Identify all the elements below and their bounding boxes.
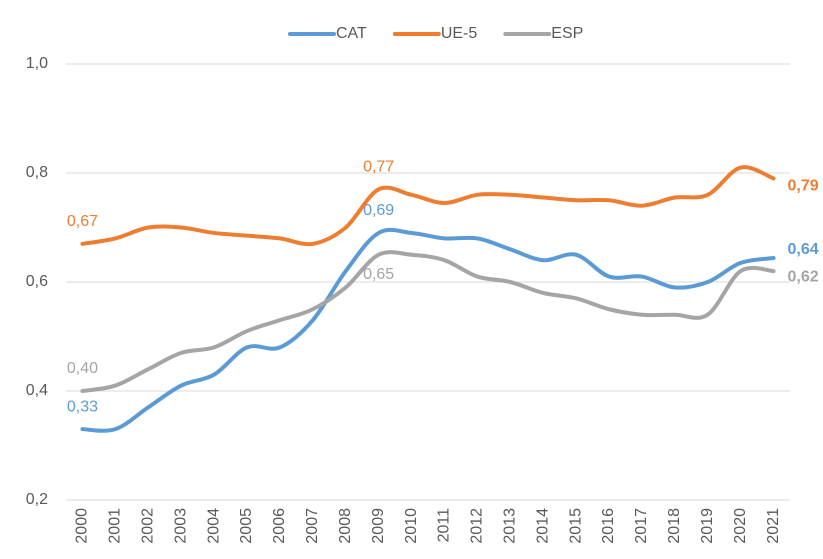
legend-label: UE-5	[441, 25, 478, 42]
x-tick-label: 2001	[107, 508, 124, 544]
x-tick-label: 2015	[567, 508, 584, 544]
series-line	[80, 250, 776, 393]
data-label: 0,69	[363, 202, 394, 219]
legend-label: CAT	[336, 25, 367, 42]
series-line	[80, 165, 776, 247]
y-tick-label: 0,2	[26, 491, 48, 508]
y-tick-label: 0,6	[26, 273, 48, 290]
data-label: 0,62	[788, 268, 819, 285]
data-label: 0,77	[363, 159, 394, 176]
y-tick-label: 0,8	[26, 164, 48, 181]
x-tick-label: 2013	[501, 508, 518, 544]
x-tick-label: 2017	[633, 508, 650, 544]
x-tick-label: 2016	[600, 508, 617, 544]
data-label: 0,64	[788, 241, 819, 258]
x-tick-label: 2000	[74, 508, 91, 544]
x-tick-label: 2011	[436, 508, 453, 543]
x-tick-label: 2021	[765, 508, 782, 544]
x-tick-label: 2005	[238, 508, 255, 544]
x-tick-label: 2003	[172, 508, 189, 544]
data-label: 0,79	[788, 178, 819, 195]
x-tick-label: 2018	[666, 508, 683, 544]
data-label: 0,65	[363, 266, 394, 283]
x-tick-label: 2008	[337, 508, 354, 544]
x-tick-label: 2006	[271, 508, 288, 544]
x-tick-label: 2012	[469, 508, 486, 544]
data-label: 0,40	[67, 360, 98, 377]
x-tick-label: 2019	[699, 508, 716, 544]
x-tick-label: 2010	[403, 508, 420, 544]
y-tick-label: 0,4	[26, 382, 48, 399]
x-tick-label: 2007	[304, 508, 321, 544]
x-tick-label: 2002	[139, 508, 156, 544]
y-tick-label: 1,0	[26, 55, 48, 72]
legend-label: ESP	[551, 25, 583, 42]
data-label: 0,67	[67, 213, 98, 230]
data-label: 0,33	[67, 398, 98, 415]
x-tick-label: 2004	[205, 508, 222, 544]
series-line	[80, 227, 776, 433]
x-tick-label: 2009	[370, 508, 387, 544]
x-tick-label: 2020	[732, 508, 749, 544]
x-tick-label: 2014	[534, 508, 551, 544]
